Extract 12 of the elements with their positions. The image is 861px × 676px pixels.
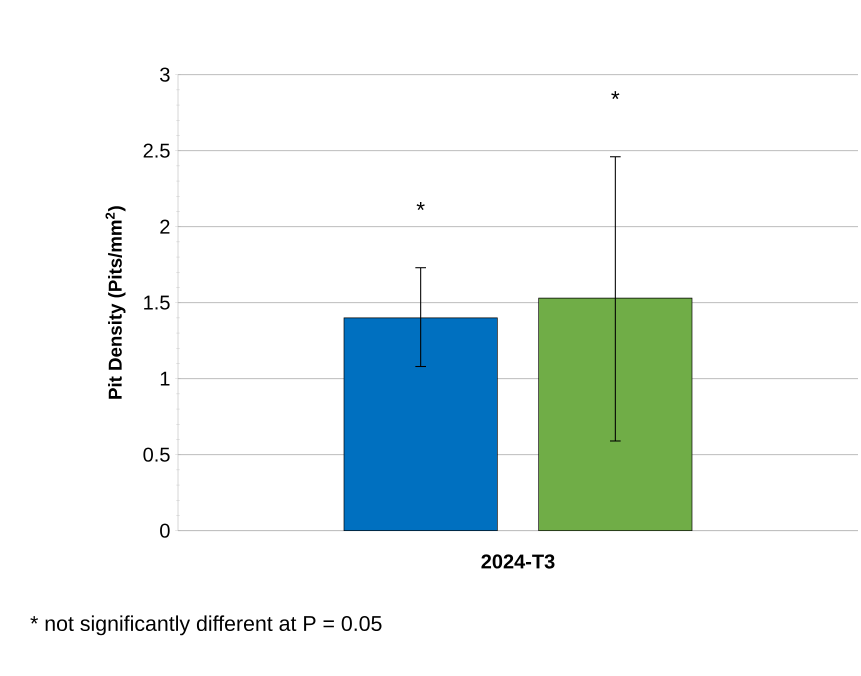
annotation: *: [611, 91, 620, 100]
annotation: *: [416, 202, 425, 210]
text: * not significantly different at P = 0.05: [30, 615, 382, 636]
y-tick-label: 1.5: [144, 296, 170, 310]
y-tick-label: 3: [160, 68, 170, 82]
y-tick-label: 0: [160, 524, 170, 538]
y-axis-title: Pit Density (Pits/mm$^{2}$): [106, 206, 126, 399]
x-tick-label: 2024-T3: [481, 554, 555, 569]
y-tick-label: 1: [160, 372, 170, 386]
y-tick-label: 2: [160, 220, 170, 234]
y-tick-label: 0.5: [143, 448, 170, 462]
y-tick-label: 2.5: [144, 144, 170, 158]
